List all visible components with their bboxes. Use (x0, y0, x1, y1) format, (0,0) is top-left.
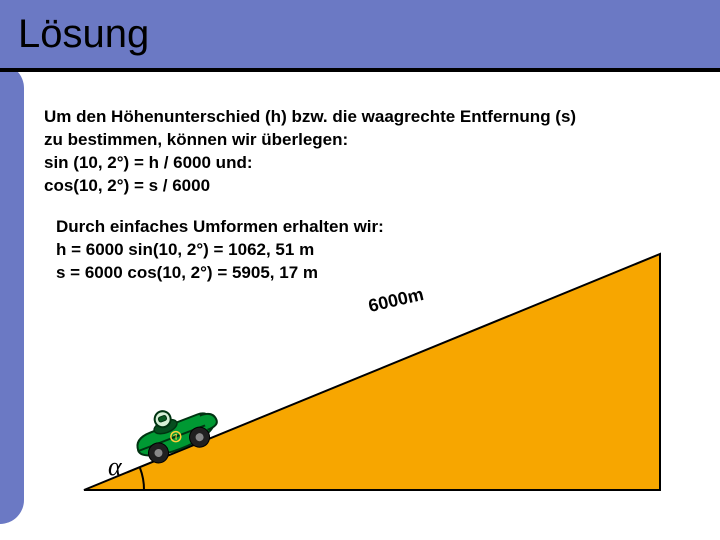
intro-paragraph: Um den Höhenunterschied (h) bzw. die waa… (44, 106, 684, 198)
side-accent-bubble (0, 64, 24, 524)
intro-line: zu bestimmen, können wir überlegen: (44, 129, 684, 152)
result-line: Durch einfaches Umformen erhalten wir: (56, 216, 676, 239)
intro-line: cos(10, 2°) = s / 6000 (44, 175, 684, 198)
result-line: h = 6000 sin(10, 2°) = 1062, 51 m (56, 239, 676, 262)
triangle-shape (84, 254, 660, 490)
slide: Lösung Um den Höhenunterschied (h) bzw. … (0, 0, 720, 540)
angle-alpha-label: α (108, 452, 122, 482)
header-underline (0, 68, 720, 72)
intro-line: sin (10, 2°) = h / 6000 und: (44, 152, 684, 175)
result-paragraph: Durch einfaches Umformen erhalten wir: h… (56, 216, 676, 285)
result-line: s = 6000 cos(10, 2°) = 5905, 17 m (56, 262, 676, 285)
intro-line: Um den Höhenunterschied (h) bzw. die waa… (44, 106, 684, 129)
slide-title: Lösung (18, 12, 149, 57)
